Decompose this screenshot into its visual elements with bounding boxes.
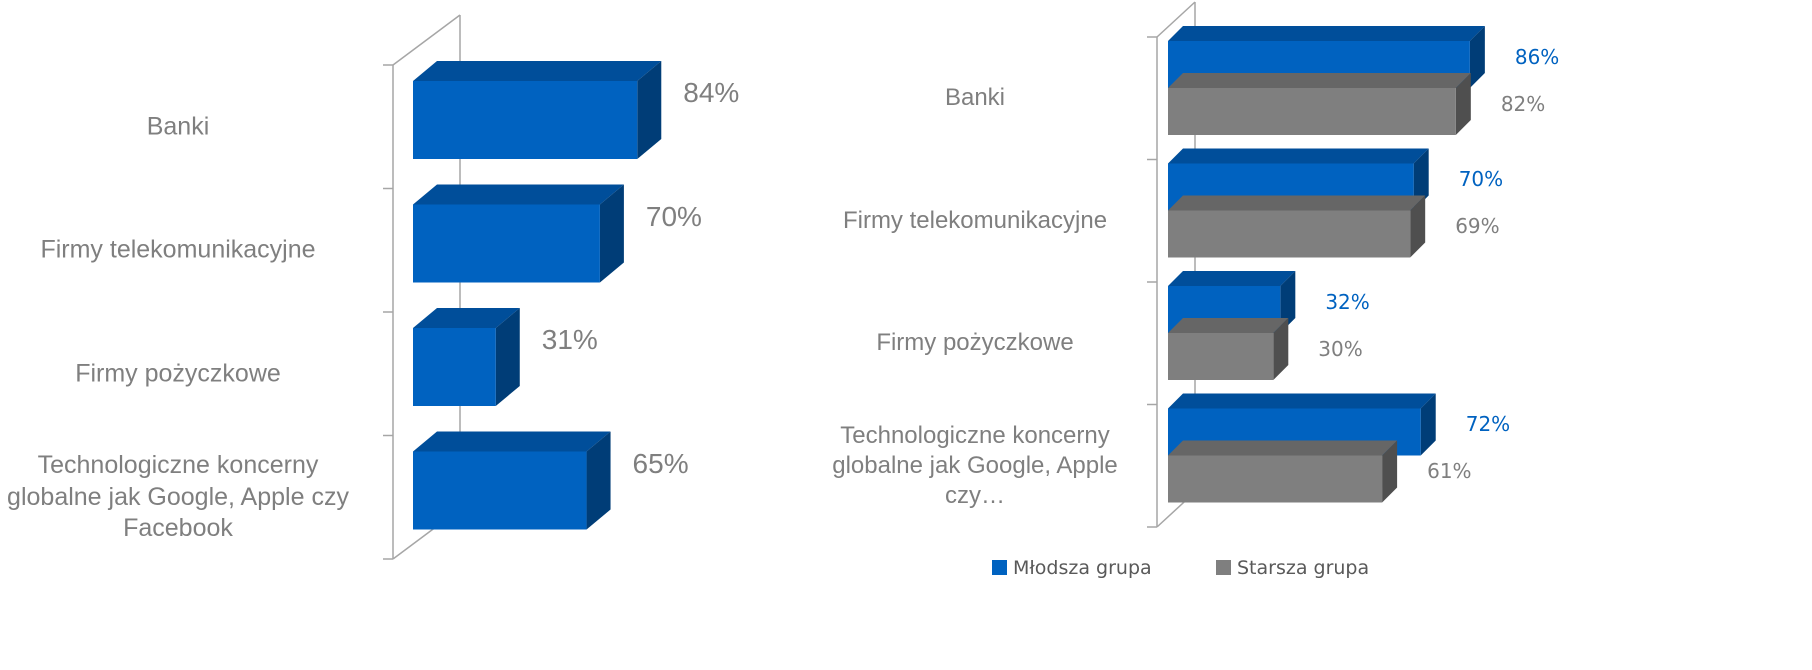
bar-front (1168, 210, 1411, 258)
category-label: Firmy telekomunikacyjne (40, 235, 316, 264)
bar-side (637, 61, 662, 159)
value-label: 70% (1458, 167, 1504, 191)
bar-front (413, 204, 600, 283)
bar (413, 431, 611, 530)
category-label: Firmy pożyczkowe (876, 329, 1074, 357)
value-label: 31% (541, 324, 598, 355)
bar (1168, 440, 1398, 503)
bar-side (495, 308, 520, 406)
bar-top (1168, 318, 1289, 333)
bar-side (1413, 148, 1429, 211)
category-label: Firmy pożyczkowe (75, 359, 281, 388)
bar-top (413, 431, 611, 452)
bar (413, 61, 662, 159)
value-label: 65% (632, 447, 689, 479)
legend-swatch (1216, 560, 1231, 575)
bar-side (1420, 393, 1436, 456)
bar-side (1410, 195, 1426, 258)
bar-top (1168, 195, 1426, 211)
bar-top (1168, 440, 1398, 456)
bar-front (413, 328, 496, 406)
wall-edge (1156, 1, 1196, 38)
value-label: 72% (1465, 412, 1511, 436)
bar (1168, 318, 1289, 380)
bar-front (1168, 455, 1383, 503)
wall-edge (392, 14, 461, 66)
value-label: 61% (1427, 459, 1472, 483)
bar-side (1469, 26, 1485, 88)
legend-swatch (992, 560, 1007, 575)
value-label: 30% (1318, 336, 1363, 361)
bar-front (413, 81, 638, 159)
value-label: 70% (645, 200, 702, 232)
bar-side (1455, 73, 1471, 135)
bar-side (586, 431, 611, 530)
category-label: Banki (146, 112, 210, 141)
bar-front (1168, 333, 1274, 380)
value-label: 32% (1325, 289, 1370, 314)
category-label: Technologiczne koncerny globalne jak Goo… (832, 421, 1118, 509)
bar-top (413, 308, 520, 328)
bar-top (413, 61, 662, 81)
bar-side (1273, 318, 1289, 380)
legend-label: Starsza grupa (1237, 557, 1370, 579)
value-label: 82% (1500, 91, 1546, 116)
value-label: 84% (683, 77, 740, 108)
bar-top (413, 184, 624, 205)
value-label: 86% (1514, 44, 1560, 69)
bar-top (1168, 73, 1471, 88)
value-label: 69% (1455, 214, 1500, 238)
bar-front (413, 451, 587, 530)
bar-side (1280, 271, 1296, 333)
bar (413, 184, 624, 283)
category-label: Firmy telekomunikacyjne (842, 206, 1108, 234)
category-label: Technologiczne koncerny globalne jak Goo… (7, 451, 349, 542)
bar-top (1168, 26, 1485, 41)
category-label: Banki (944, 84, 1006, 112)
bar-top (1168, 148, 1429, 164)
bar (413, 308, 520, 406)
bar (1168, 195, 1426, 258)
bar-top (1168, 393, 1436, 409)
legend-label: Młodsza grupa (1013, 557, 1152, 579)
bar-side (1382, 440, 1398, 503)
bar-side (599, 184, 624, 283)
bar-top (1168, 271, 1296, 286)
bar-front (1168, 88, 1456, 135)
bar (1168, 73, 1471, 135)
